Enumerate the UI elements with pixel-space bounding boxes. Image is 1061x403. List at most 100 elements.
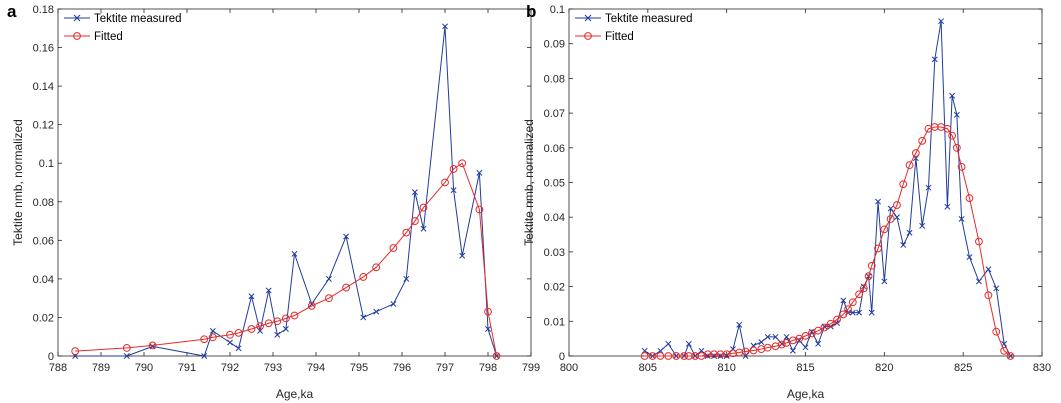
data-point-fitted-b bbox=[880, 225, 889, 234]
data-point-fitted-b bbox=[855, 290, 864, 299]
data-point-measured-b bbox=[949, 92, 956, 99]
data-point-fitted-b bbox=[741, 347, 750, 356]
y-tick-label-b: 0.08 bbox=[544, 73, 565, 85]
data-point-fitted-a bbox=[247, 325, 256, 333]
series-line-measured-a bbox=[75, 26, 498, 357]
data-point-measured-a bbox=[360, 314, 367, 321]
data-point-measured-b bbox=[868, 309, 875, 316]
x-tick-label-b: 805 bbox=[639, 362, 657, 374]
legend-circle-marker-icon bbox=[584, 32, 592, 40]
y-tick-label-a: 0.06 bbox=[33, 235, 54, 247]
data-point-measured-a bbox=[476, 169, 483, 176]
data-point-measured-a bbox=[209, 327, 216, 334]
data-point-measured-b bbox=[993, 285, 1000, 292]
data-point-fitted-a bbox=[402, 228, 411, 237]
plot-frame-a bbox=[57, 8, 532, 357]
data-point-measured-b bbox=[925, 184, 932, 191]
data-point-measured-a bbox=[282, 326, 289, 332]
data-point-measured-b bbox=[764, 333, 771, 340]
legend-x-marker-icon bbox=[584, 14, 592, 22]
data-point-fitted-b bbox=[807, 329, 816, 338]
data-point-measured-a bbox=[265, 287, 272, 294]
data-point-measured-b bbox=[840, 297, 847, 304]
data-point-fitted-a bbox=[411, 217, 419, 225]
data-point-measured-a bbox=[201, 353, 208, 359]
data-point-fitted-b bbox=[839, 310, 848, 319]
data-point-fitted-b bbox=[948, 131, 957, 140]
data-point-fitted-b bbox=[859, 284, 868, 293]
x-tick-label-a: 788 bbox=[49, 362, 67, 374]
data-point-fitted-b bbox=[864, 272, 873, 281]
data-point-fitted-b bbox=[867, 261, 876, 270]
data-point-fitted-b bbox=[943, 124, 952, 133]
data-point-fitted-b bbox=[820, 323, 829, 332]
data-point-measured-b bbox=[815, 340, 822, 347]
data-point-fitted-b bbox=[874, 244, 882, 253]
data-point-measured-b bbox=[789, 347, 796, 354]
data-point-measured-a bbox=[291, 250, 298, 257]
legend-label-fitted-b: Fitted bbox=[605, 31, 634, 43]
data-point-fitted-a bbox=[475, 205, 484, 214]
data-point-fitted-b bbox=[672, 352, 681, 360]
data-point-fitted-b bbox=[664, 352, 673, 360]
data-point-measured-a bbox=[248, 293, 255, 300]
data-point-fitted-b bbox=[911, 149, 920, 157]
y-tick-label-a: 0.12 bbox=[33, 120, 54, 132]
x-tick-label-b: 800 bbox=[560, 362, 578, 374]
y-tick-label-a: 0.04 bbox=[33, 274, 54, 286]
y-tick-label-b: 0.03 bbox=[544, 247, 565, 259]
data-point-measured-a bbox=[390, 300, 397, 307]
data-point-fitted-a bbox=[282, 314, 290, 323]
data-point-fitted-b bbox=[656, 352, 665, 360]
data-point-measured-a bbox=[420, 225, 427, 232]
data-point-fitted-a bbox=[307, 301, 316, 310]
data-point-measured-a bbox=[227, 339, 233, 346]
data-point-fitted-a bbox=[273, 317, 282, 326]
panel-letter-a: a bbox=[7, 2, 17, 21]
y-tick-label-b: 0.09 bbox=[544, 39, 565, 51]
y-tick-label-b: 0 bbox=[559, 351, 565, 363]
legend-label-measured-a: Tektite measured bbox=[94, 13, 182, 25]
data-point-fitted-b bbox=[905, 161, 914, 170]
data-point-fitted-a bbox=[449, 165, 458, 173]
x-tick-label-a: 790 bbox=[135, 362, 153, 374]
x-tick-label-a: 792 bbox=[221, 362, 239, 374]
data-point-fitted-a bbox=[148, 341, 157, 350]
y-tick-label-b: 0.01 bbox=[544, 316, 565, 328]
x-axis-label-a: Age,ka bbox=[276, 387, 314, 401]
x-tick-label-a: 797 bbox=[436, 362, 454, 374]
data-point-fitted-a bbox=[208, 333, 217, 342]
data-point-measured-b bbox=[772, 333, 779, 340]
data-point-measured-b bbox=[931, 56, 938, 63]
data-point-fitted-a bbox=[458, 159, 467, 168]
data-point-fitted-a bbox=[122, 344, 131, 352]
x-tick-label-a: 795 bbox=[350, 362, 368, 374]
data-point-fitted-a bbox=[226, 330, 234, 339]
y-tick-label-a: 0.08 bbox=[33, 197, 54, 209]
y-axis-label-a: Tektite nmb, normalized bbox=[11, 119, 25, 246]
data-point-fitted-a bbox=[359, 273, 368, 281]
x-tick-label-a: 794 bbox=[307, 362, 325, 374]
data-point-fitted-b bbox=[826, 319, 835, 328]
data-point-fitted-b bbox=[1006, 352, 1015, 360]
data-point-measured-b bbox=[758, 339, 765, 346]
series-line-measured-b bbox=[644, 21, 1011, 358]
x-axis-label-b: Age,ka bbox=[787, 387, 825, 401]
y-tick-label-a: 0 bbox=[48, 351, 54, 363]
data-point-fitted-a bbox=[71, 347, 80, 356]
data-point-fitted-a bbox=[484, 307, 492, 316]
y-axis-label-b: Tektite nmb, normalized bbox=[522, 119, 536, 246]
data-point-measured-b bbox=[958, 215, 965, 222]
data-point-measured-a bbox=[325, 275, 332, 282]
data-point-fitted-b bbox=[992, 327, 1001, 336]
data-point-fitted-b bbox=[763, 343, 772, 352]
data-point-fitted-a bbox=[325, 294, 333, 303]
data-point-fitted-a bbox=[389, 244, 398, 252]
chart-panel-a: a 788 789 790 791 792 793 794 795 796 797 798 799 0 0… bbox=[7, 2, 540, 401]
data-point-fitted-a bbox=[234, 328, 243, 337]
x-tick-label-a: 789 bbox=[92, 362, 110, 374]
chart-panel-b: b 800 805 810 815 820 825 830 0 0.01 0.02 0.03 0.04… bbox=[522, 2, 1051, 401]
data-point-fitted-b bbox=[984, 291, 993, 300]
x-tick-label-b: 825 bbox=[954, 362, 972, 374]
